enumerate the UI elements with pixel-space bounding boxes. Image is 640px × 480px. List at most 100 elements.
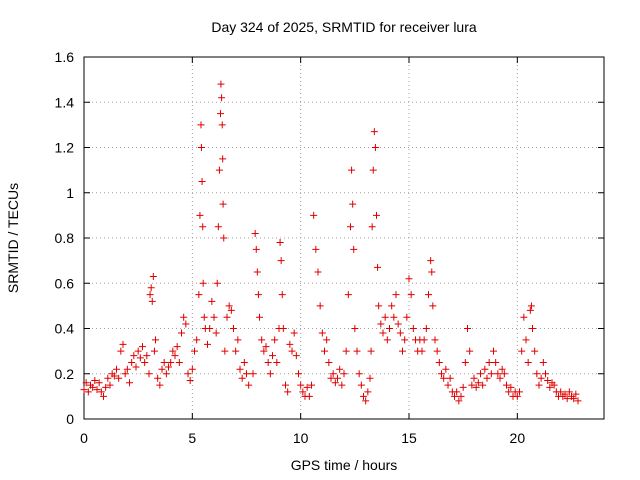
data-point bbox=[461, 358, 469, 366]
data-point bbox=[262, 343, 270, 351]
data-point bbox=[537, 374, 545, 382]
data-point bbox=[316, 302, 324, 310]
data-point bbox=[178, 329, 185, 337]
data-point bbox=[245, 381, 253, 389]
data-point bbox=[145, 370, 153, 378]
data-point bbox=[451, 392, 458, 400]
data-point bbox=[288, 347, 296, 355]
data-point bbox=[230, 325, 237, 332]
data-point bbox=[277, 257, 285, 265]
data-point bbox=[338, 381, 346, 389]
data-point bbox=[492, 358, 500, 366]
data-point bbox=[394, 320, 402, 328]
data-point bbox=[139, 343, 146, 351]
data-point bbox=[453, 388, 461, 396]
data-point bbox=[550, 381, 558, 389]
data-point bbox=[297, 381, 305, 389]
data-point bbox=[193, 336, 201, 344]
data-point bbox=[374, 263, 382, 271]
data-point bbox=[490, 347, 497, 355]
data-point bbox=[197, 121, 205, 129]
data-point bbox=[535, 381, 543, 389]
data-point bbox=[195, 291, 203, 299]
data-point bbox=[104, 374, 112, 382]
data-point bbox=[218, 94, 226, 102]
data-point bbox=[563, 395, 571, 403]
data-point bbox=[199, 223, 207, 231]
data-point bbox=[357, 381, 365, 389]
data-point bbox=[95, 379, 103, 387]
data-point bbox=[97, 388, 105, 396]
data-point bbox=[440, 374, 448, 382]
data-point bbox=[217, 110, 224, 118]
data-point bbox=[154, 374, 162, 382]
chart-title: Day 324 of 2025, SRMTID for receiver lur… bbox=[211, 19, 477, 35]
data-point bbox=[184, 370, 192, 378]
y-tick-label: 1.6 bbox=[55, 49, 75, 65]
data-point bbox=[308, 381, 315, 389]
data-point bbox=[505, 388, 513, 396]
data-point bbox=[234, 336, 242, 344]
data-point bbox=[364, 388, 372, 396]
data-point bbox=[557, 388, 565, 396]
data-point bbox=[427, 257, 435, 265]
y-tick-label: 1 bbox=[66, 185, 74, 201]
data-point bbox=[367, 347, 375, 355]
data-point bbox=[117, 347, 125, 355]
y-tick-label: 0.8 bbox=[55, 230, 75, 246]
data-point bbox=[91, 377, 99, 385]
y-tick-label: 1.4 bbox=[55, 94, 75, 110]
data-point bbox=[310, 211, 318, 219]
data-point bbox=[348, 166, 356, 174]
data-point bbox=[375, 302, 383, 310]
data-point bbox=[520, 313, 528, 321]
data-point bbox=[299, 388, 307, 396]
data-point bbox=[273, 358, 281, 366]
data-point bbox=[444, 381, 452, 389]
data-point bbox=[126, 379, 133, 387]
data-point bbox=[405, 275, 413, 283]
data-point bbox=[513, 392, 521, 400]
x-tick-label: 15 bbox=[401, 430, 417, 446]
data-point bbox=[312, 245, 320, 253]
data-point bbox=[487, 370, 495, 378]
data-point bbox=[227, 306, 235, 314]
data-point bbox=[327, 374, 335, 382]
data-point bbox=[100, 392, 107, 400]
data-point bbox=[240, 358, 248, 366]
data-point bbox=[362, 397, 370, 405]
data-point bbox=[200, 313, 208, 321]
data-point bbox=[531, 347, 539, 355]
data-point bbox=[503, 381, 510, 389]
data-point bbox=[565, 388, 573, 396]
data-point bbox=[507, 383, 515, 391]
data-point bbox=[115, 374, 123, 382]
data-point bbox=[290, 329, 298, 337]
data-point bbox=[171, 352, 179, 360]
data-point bbox=[350, 245, 358, 253]
axis-ticks: 0 0.2 0.4 0.6 0.8 1 1.2 1.4 1.6 0 5 10 15 20 bbox=[55, 49, 604, 446]
data-point bbox=[466, 347, 474, 355]
data-point bbox=[89, 383, 97, 391]
y-tick-label: 0 bbox=[66, 411, 74, 427]
x-tick-label: 5 bbox=[188, 430, 196, 446]
data-point bbox=[561, 390, 569, 398]
data-point bbox=[522, 336, 530, 344]
x-tick-label: 10 bbox=[293, 430, 309, 446]
data-point bbox=[269, 352, 276, 360]
data-point bbox=[407, 291, 415, 299]
data-point bbox=[446, 374, 454, 382]
data-point bbox=[162, 370, 170, 378]
data-point bbox=[113, 365, 120, 373]
data-point bbox=[260, 347, 268, 355]
x-axis-label: GPS time / hours bbox=[291, 457, 398, 473]
data-point bbox=[182, 320, 190, 328]
y-tick-label: 0.4 bbox=[55, 321, 75, 337]
data-point bbox=[464, 325, 471, 332]
data-point bbox=[173, 343, 181, 351]
data-point bbox=[342, 347, 350, 355]
data-point bbox=[409, 325, 417, 332]
data-point bbox=[542, 370, 549, 378]
y-tick-label: 1.2 bbox=[55, 140, 75, 156]
data-point bbox=[494, 370, 502, 378]
